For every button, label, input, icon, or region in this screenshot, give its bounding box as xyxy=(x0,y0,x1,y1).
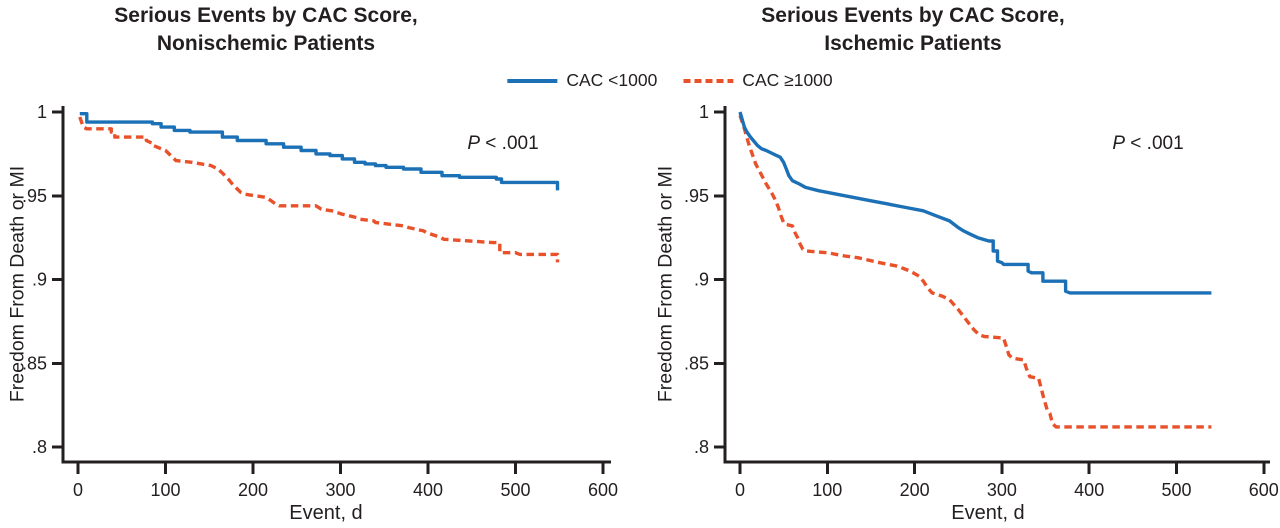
curve-cac-ge-1000 xyxy=(738,114,1212,429)
x-tick-label: 500 xyxy=(500,480,530,500)
left-x-axis-title: Event, d xyxy=(289,502,363,524)
y-tick-label: .9 xyxy=(694,270,709,290)
right-x-axis-title: Event, d xyxy=(951,502,1025,524)
p-rest: < .001 xyxy=(1125,133,1184,154)
right-panel-title: Serious Events by CAC Score, Ischemic Pa… xyxy=(761,2,1064,58)
p-rest: < .001 xyxy=(480,133,539,154)
x-tick-label: 200 xyxy=(238,480,268,500)
x-tick-label: 300 xyxy=(325,480,355,500)
y-tick-label: .8 xyxy=(694,437,709,457)
y-tick-label: .95 xyxy=(22,186,47,206)
y-tick-label: .85 xyxy=(22,353,47,373)
legend: CAC <1000 CAC ≥1000 xyxy=(507,70,833,91)
axis-lines xyxy=(723,106,1270,464)
legend-line-sample-solid xyxy=(507,78,558,83)
p-italic: P xyxy=(1112,133,1126,154)
y-tick-label: .95 xyxy=(684,186,709,206)
legend-line-sample-dashed xyxy=(683,78,734,83)
x-tick-label: 400 xyxy=(413,480,443,500)
left-panel-title-line1: Serious Events by CAC Score, xyxy=(114,4,418,27)
left-panel-title-line2: Nonischemic Patients xyxy=(156,32,376,55)
right-panel-title-line2: Ischemic Patients xyxy=(824,32,1002,55)
panel-left: 1 .95 .9 .85 .8 0 100 200 300 400 500 600 xyxy=(22,102,618,500)
y-tick-label: .9 xyxy=(32,270,47,290)
x-tick-label: 0 xyxy=(73,480,83,500)
p-italic: P xyxy=(467,133,481,154)
axis-lines xyxy=(61,106,611,464)
curve-cac-lt-1000 xyxy=(738,111,1212,295)
x-tick-label: 100 xyxy=(812,480,842,500)
left-panel-title: Serious Events by CAC Score, Nonischemic… xyxy=(114,2,417,58)
x-tick-label: 600 xyxy=(1249,480,1279,500)
y-tick-label: .8 xyxy=(32,437,47,457)
right-panel-title-line1: Serious Events by CAC Score, xyxy=(761,4,1065,27)
left-p-value: P < .001 xyxy=(467,133,538,155)
curve-cac-lt-1000 xyxy=(79,112,560,191)
y-tick-label: 1 xyxy=(37,102,47,122)
x-tick-label: 600 xyxy=(588,480,618,500)
legend-label: CAC ≥1000 xyxy=(742,70,833,90)
x-tick-label: 300 xyxy=(987,480,1017,500)
x-tick-label: 400 xyxy=(1074,480,1104,500)
legend-item-cac-ge-1000: CAC ≥1000 xyxy=(683,70,833,91)
legend-label: CAC <1000 xyxy=(566,70,658,90)
x-tick-label: 0 xyxy=(735,480,745,500)
curve-cac-ge-1000 xyxy=(78,116,560,263)
x-tick-label: 500 xyxy=(1161,480,1191,500)
panel-right: 1 .95 .9 .85 .8 0 100 200 300 400 500 600 xyxy=(684,102,1279,500)
right-p-value: P < .001 xyxy=(1112,133,1183,155)
x-tick-label: 200 xyxy=(900,480,930,500)
y-tick-label: 1 xyxy=(699,102,709,122)
x-tick-label: 100 xyxy=(150,480,180,500)
y-tick-label: .85 xyxy=(684,353,709,373)
legend-item-cac-lt-1000: CAC <1000 xyxy=(507,70,657,91)
